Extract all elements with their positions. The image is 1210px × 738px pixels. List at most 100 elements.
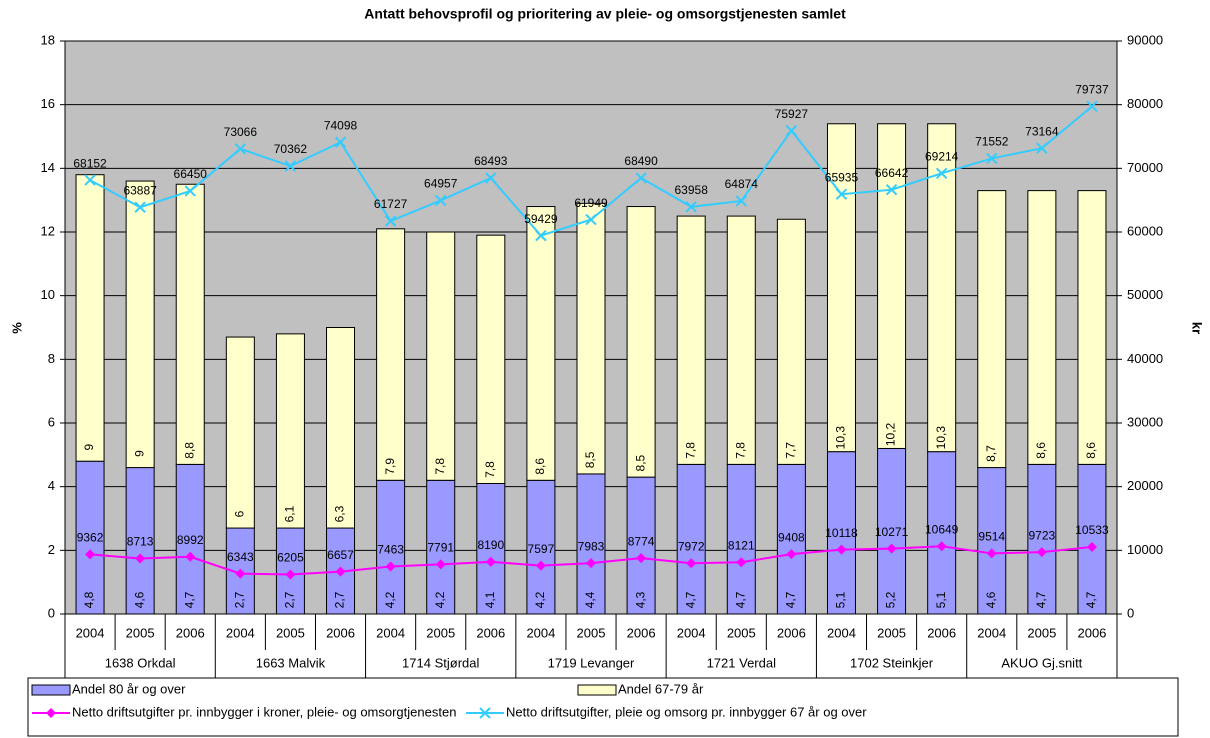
point-value-label: 6657	[327, 548, 354, 562]
point-value-label: 61949	[574, 196, 608, 210]
y-tick-label: 4	[48, 478, 55, 493]
bar-value-label: 4,7	[784, 591, 798, 608]
point-value-label: 7972	[678, 539, 705, 553]
marker	[635, 172, 647, 184]
marker	[686, 558, 697, 569]
marker	[234, 143, 247, 155]
bar-value-label: 4,2	[383, 591, 397, 608]
point-value-label: 65935	[825, 170, 859, 184]
point-value-label: 70362	[274, 142, 308, 156]
point-value-label: 8774	[628, 534, 655, 548]
bar-value-label: 4,7	[182, 591, 196, 608]
point-value-label: 66642	[875, 166, 909, 180]
bar-value-label: 8,8	[182, 442, 196, 459]
y-tick-label: 6	[48, 414, 55, 429]
x-group-label: AKUO Gj.snitt	[1001, 655, 1082, 670]
y-tick-label: 10	[41, 287, 55, 302]
x-tick-label: 2004	[827, 625, 856, 640]
marker	[184, 185, 196, 197]
x-tick-label: 2005	[126, 625, 155, 640]
bar	[526, 479, 556, 615]
point-value-label: 64874	[725, 177, 759, 191]
bar-value-label: 2,7	[283, 591, 297, 608]
bar-value-label: 2,7	[333, 591, 347, 608]
x-tick-label: 2006	[927, 625, 956, 640]
marker	[334, 136, 347, 148]
x-tick-label: 2004	[977, 625, 1006, 640]
y2-tick-label: 0	[1127, 605, 1134, 620]
marker	[1086, 100, 1098, 113]
marker	[284, 160, 297, 172]
point-value-label: 10533	[1075, 523, 1109, 537]
bar	[626, 206, 656, 478]
x-tick-label: 2006	[1077, 625, 1106, 640]
bar	[426, 479, 456, 615]
marker	[835, 188, 848, 200]
point-value-label: 64957	[424, 177, 458, 191]
bar-value-label: 8,5	[633, 454, 647, 471]
bar-value-label: 6,3	[333, 505, 347, 522]
point-value-label: 8121	[728, 538, 755, 552]
point-value-label: 9408	[778, 530, 805, 544]
y-tick-label: 8	[48, 351, 55, 366]
x-tick-label: 2004	[226, 625, 255, 640]
marker	[886, 543, 897, 554]
y-tick-label: 12	[41, 223, 55, 238]
bar-value-label: 7,8	[733, 442, 747, 459]
bar-value-label: 7,7	[784, 442, 798, 459]
marker	[435, 194, 447, 207]
y2-tick-label: 40000	[1127, 351, 1163, 366]
bar-value-label: 10,3	[834, 426, 848, 450]
point-value-label: 74098	[324, 118, 358, 132]
bar	[376, 228, 406, 481]
x-tick-label: 2005	[577, 625, 606, 640]
marker	[285, 569, 296, 580]
bar-value-label: 10,2	[884, 422, 898, 446]
y2-tick-label: 30000	[1127, 414, 1163, 429]
legend-label: Andel 80 år og over	[72, 681, 186, 696]
point-value-label: 68490	[624, 154, 658, 168]
bar-value-label: 5,2	[884, 591, 898, 608]
marker	[485, 172, 497, 184]
legend-swatch	[577, 684, 617, 696]
x-tick-label: 2006	[326, 625, 355, 640]
bar	[125, 467, 155, 615]
bar-value-label: 4,7	[733, 591, 747, 608]
bar-value-label: 7,8	[683, 442, 697, 459]
legend-label: Netto driftsutgifter, pleie og omsorg pr…	[506, 704, 867, 719]
y2-axis-label: kr	[1190, 322, 1205, 334]
marker	[685, 201, 697, 213]
bar-value-label: 4,3	[633, 591, 647, 608]
bar	[75, 460, 105, 615]
point-value-label: 9514	[978, 530, 1005, 544]
x-group-label: 1663 Malvik	[256, 655, 326, 670]
bar	[1077, 463, 1107, 615]
point-value-label: 9362	[77, 531, 104, 545]
bar-value-label: 7,9	[383, 458, 397, 475]
bar-value-label: 4,2	[433, 591, 447, 608]
bar-value-label: 8,6	[1084, 442, 1098, 459]
marker	[535, 229, 547, 242]
x-tick-label: 2004	[677, 625, 706, 640]
bar	[1077, 190, 1107, 465]
point-value-label: 68152	[73, 156, 107, 170]
marker	[986, 548, 997, 559]
marker	[384, 215, 397, 227]
marker	[235, 568, 246, 579]
bar-value-label: 8,6	[533, 458, 547, 475]
bar	[476, 234, 506, 484]
x-tick-label: 2005	[276, 625, 305, 640]
point-value-label: 59429	[524, 212, 558, 226]
y-tick-label: 14	[41, 160, 55, 175]
bar	[75, 174, 105, 462]
point-value-label: 7791	[427, 541, 454, 555]
point-value-label: 79737	[1075, 83, 1109, 97]
bar	[1027, 463, 1057, 615]
marker	[185, 551, 196, 562]
point-value-label: 68493	[474, 154, 508, 168]
marker	[586, 558, 596, 569]
y2-tick-label: 90000	[1127, 32, 1163, 47]
y-tick-label: 2	[48, 542, 55, 557]
bar	[726, 215, 756, 465]
point-value-label: 6343	[227, 550, 254, 564]
